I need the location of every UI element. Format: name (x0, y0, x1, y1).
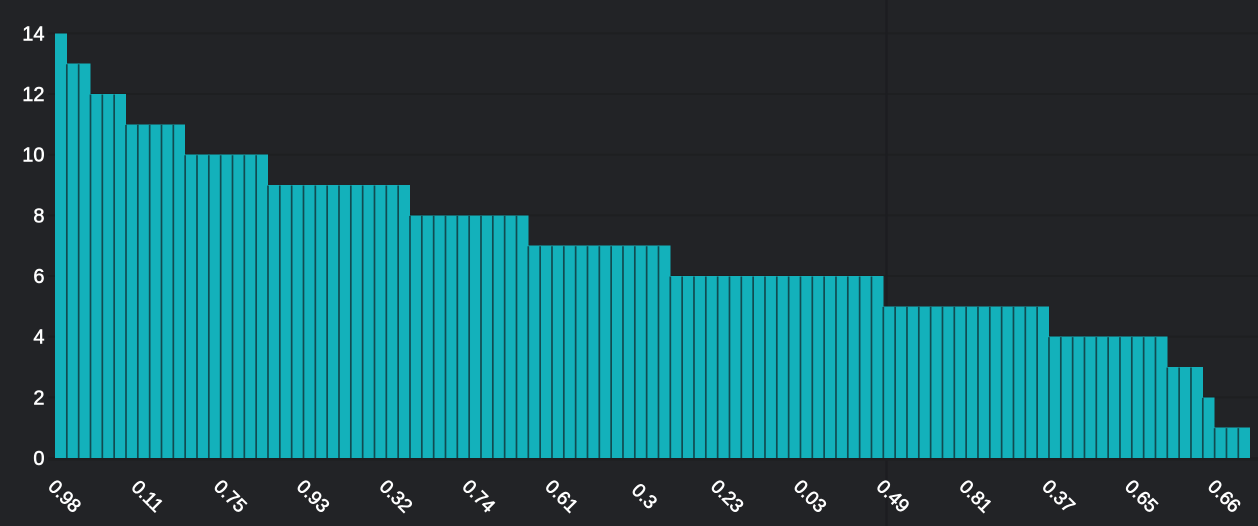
svg-text:14: 14 (22, 23, 44, 45)
svg-text:8: 8 (33, 205, 44, 227)
svg-text:4: 4 (33, 327, 44, 349)
svg-text:2: 2 (33, 387, 44, 409)
svg-text:10: 10 (22, 145, 44, 167)
svg-text:6: 6 (33, 266, 44, 288)
svg-text:0: 0 (33, 448, 44, 470)
svg-text:12: 12 (22, 84, 44, 106)
